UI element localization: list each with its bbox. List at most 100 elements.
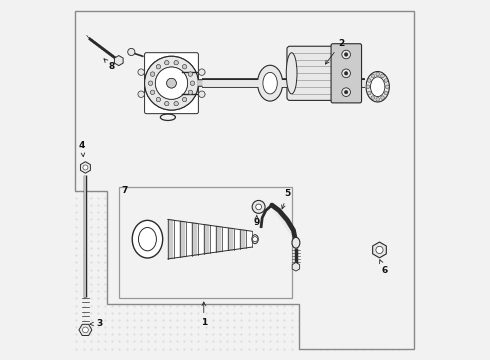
FancyBboxPatch shape xyxy=(331,44,362,103)
Circle shape xyxy=(368,91,371,95)
Polygon shape xyxy=(74,12,414,348)
Polygon shape xyxy=(373,242,386,258)
Ellipse shape xyxy=(366,72,390,102)
Circle shape xyxy=(150,72,155,76)
Circle shape xyxy=(182,65,187,69)
Polygon shape xyxy=(234,229,240,249)
Circle shape xyxy=(150,90,155,94)
Polygon shape xyxy=(204,225,210,254)
Circle shape xyxy=(174,60,178,65)
Text: 8: 8 xyxy=(104,59,114,71)
Polygon shape xyxy=(228,228,234,251)
Circle shape xyxy=(156,65,161,69)
Circle shape xyxy=(174,60,178,65)
Circle shape xyxy=(165,60,169,65)
Circle shape xyxy=(165,60,169,65)
Polygon shape xyxy=(79,324,92,336)
Polygon shape xyxy=(192,223,198,256)
Text: 1: 1 xyxy=(200,302,207,327)
Circle shape xyxy=(156,98,161,102)
Circle shape xyxy=(155,67,188,99)
Circle shape xyxy=(366,85,370,89)
Circle shape xyxy=(188,90,193,94)
Polygon shape xyxy=(216,226,222,252)
Polygon shape xyxy=(168,220,174,259)
Polygon shape xyxy=(210,225,216,253)
Circle shape xyxy=(190,81,195,85)
Circle shape xyxy=(386,85,389,89)
Polygon shape xyxy=(186,222,192,256)
Circle shape xyxy=(167,78,176,88)
Circle shape xyxy=(82,327,88,333)
Circle shape xyxy=(384,79,388,82)
Circle shape xyxy=(145,56,198,110)
Circle shape xyxy=(342,69,350,78)
Circle shape xyxy=(165,102,169,106)
Circle shape xyxy=(182,98,187,102)
Polygon shape xyxy=(240,230,246,249)
Circle shape xyxy=(83,165,88,170)
Circle shape xyxy=(148,81,153,85)
FancyBboxPatch shape xyxy=(287,46,336,100)
Circle shape xyxy=(167,78,176,88)
Circle shape xyxy=(155,67,188,99)
Circle shape xyxy=(198,91,205,98)
Text: 4: 4 xyxy=(79,141,85,157)
Circle shape xyxy=(342,50,350,59)
Circle shape xyxy=(145,56,198,110)
Circle shape xyxy=(376,246,383,253)
Polygon shape xyxy=(174,220,180,258)
Circle shape xyxy=(188,72,193,76)
Circle shape xyxy=(198,69,205,75)
Circle shape xyxy=(150,90,155,94)
Circle shape xyxy=(252,201,265,213)
Ellipse shape xyxy=(292,237,300,248)
Ellipse shape xyxy=(252,235,258,244)
Circle shape xyxy=(150,72,155,76)
Text: 6: 6 xyxy=(380,260,388,275)
Polygon shape xyxy=(292,262,300,271)
Circle shape xyxy=(381,74,384,78)
Ellipse shape xyxy=(139,228,156,251)
Circle shape xyxy=(381,96,384,99)
Circle shape xyxy=(138,91,145,98)
Ellipse shape xyxy=(132,220,163,258)
Polygon shape xyxy=(115,55,123,66)
Circle shape xyxy=(182,98,187,102)
Circle shape xyxy=(384,91,388,95)
Text: 9: 9 xyxy=(253,215,260,227)
Text: 3: 3 xyxy=(90,319,102,328)
Circle shape xyxy=(256,204,262,210)
Polygon shape xyxy=(80,162,90,173)
Polygon shape xyxy=(198,224,204,255)
Circle shape xyxy=(344,72,348,75)
Circle shape xyxy=(344,53,348,56)
Circle shape xyxy=(182,65,187,69)
Polygon shape xyxy=(246,230,252,248)
Circle shape xyxy=(344,90,348,94)
FancyBboxPatch shape xyxy=(145,53,198,114)
Circle shape xyxy=(376,98,379,101)
Bar xyxy=(120,187,292,298)
Circle shape xyxy=(252,237,258,242)
Circle shape xyxy=(188,90,193,94)
Ellipse shape xyxy=(263,72,277,94)
Circle shape xyxy=(371,96,375,99)
Circle shape xyxy=(190,81,195,85)
Circle shape xyxy=(156,65,161,69)
Circle shape xyxy=(368,79,371,82)
Polygon shape xyxy=(222,227,228,251)
Circle shape xyxy=(128,48,135,55)
Ellipse shape xyxy=(258,65,283,101)
Circle shape xyxy=(138,69,145,75)
Text: 5: 5 xyxy=(282,189,291,209)
Text: 7: 7 xyxy=(122,185,128,194)
Circle shape xyxy=(342,88,350,96)
Polygon shape xyxy=(180,221,186,257)
Circle shape xyxy=(148,81,153,85)
Circle shape xyxy=(376,72,379,76)
Circle shape xyxy=(174,102,178,106)
Circle shape xyxy=(156,98,161,102)
Ellipse shape xyxy=(370,77,385,96)
Circle shape xyxy=(371,74,375,78)
